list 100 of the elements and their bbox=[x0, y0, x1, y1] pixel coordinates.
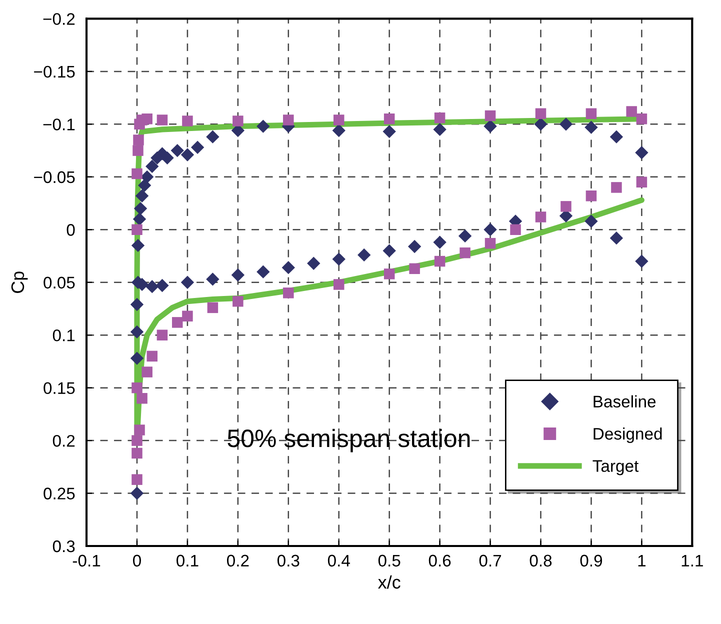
point bbox=[584, 120, 598, 134]
x-tick-label: 0.9 bbox=[580, 554, 602, 567]
x-tick-label: 0.1 bbox=[176, 554, 198, 567]
point bbox=[206, 130, 220, 144]
point bbox=[142, 366, 152, 378]
annotation: 50% semispan station bbox=[228, 428, 470, 452]
point bbox=[138, 178, 152, 192]
point bbox=[232, 296, 244, 307]
point bbox=[560, 201, 572, 212]
point bbox=[358, 248, 371, 262]
point bbox=[333, 114, 344, 126]
point bbox=[256, 120, 270, 133]
x-tick-label: 0.5 bbox=[378, 554, 400, 567]
point bbox=[134, 118, 145, 130]
point bbox=[133, 134, 144, 146]
x-tick-label: -0.1 bbox=[72, 554, 100, 567]
point bbox=[307, 256, 320, 270]
point bbox=[584, 214, 598, 228]
point bbox=[382, 244, 396, 258]
point bbox=[256, 265, 270, 278]
point bbox=[132, 145, 144, 156]
point bbox=[134, 424, 145, 436]
point bbox=[156, 278, 169, 292]
point bbox=[130, 486, 144, 500]
point bbox=[535, 108, 546, 120]
point bbox=[182, 310, 193, 322]
x-tick-label: 0.2 bbox=[227, 554, 249, 567]
point bbox=[460, 247, 470, 258]
point bbox=[132, 382, 142, 394]
x-tick-label: 0 bbox=[133, 554, 141, 567]
x-tick-label: 0.8 bbox=[530, 554, 552, 567]
point bbox=[134, 202, 148, 216]
point bbox=[146, 280, 159, 294]
point bbox=[384, 268, 395, 280]
legend-label: Target bbox=[592, 460, 639, 476]
point bbox=[382, 124, 396, 138]
y-tick-label: 0 bbox=[66, 224, 75, 236]
point bbox=[484, 110, 496, 122]
point bbox=[190, 140, 204, 154]
point bbox=[130, 352, 144, 365]
point bbox=[433, 122, 446, 136]
point bbox=[332, 252, 346, 266]
y-tick-label: 0.3 bbox=[52, 540, 75, 552]
point bbox=[409, 263, 420, 274]
point bbox=[207, 302, 218, 314]
point bbox=[610, 130, 624, 144]
y-tick-label: 0.25 bbox=[44, 488, 75, 500]
y-tick-label: 0.1 bbox=[52, 329, 75, 342]
x-tick-label: 1.1 bbox=[682, 554, 703, 566]
point bbox=[626, 106, 637, 117]
x-tick-label: 0.6 bbox=[428, 554, 451, 567]
point bbox=[510, 224, 521, 236]
point bbox=[636, 114, 648, 124]
point bbox=[156, 330, 168, 340]
point bbox=[282, 261, 295, 274]
legend-label: Designed bbox=[594, 427, 662, 444]
x-tick-label: 1 bbox=[638, 554, 646, 566]
point bbox=[434, 256, 446, 267]
point bbox=[610, 231, 624, 245]
y-tick-label: −0.05 bbox=[34, 171, 75, 184]
point bbox=[172, 317, 183, 328]
point bbox=[484, 223, 497, 236]
point bbox=[433, 236, 446, 249]
y-tick-label: −0.2 bbox=[43, 13, 75, 25]
point bbox=[434, 112, 446, 124]
y-axis-title: Cp bbox=[11, 272, 28, 293]
point bbox=[408, 240, 422, 254]
point bbox=[635, 254, 648, 268]
x-tick-label: 0.4 bbox=[328, 554, 350, 567]
point bbox=[283, 114, 294, 126]
x-axis-title: x/c bbox=[378, 575, 400, 589]
point bbox=[132, 448, 142, 459]
point bbox=[484, 238, 496, 249]
point bbox=[384, 114, 395, 124]
point bbox=[458, 229, 472, 243]
point bbox=[132, 474, 142, 485]
legend-label: Baseline bbox=[594, 395, 656, 408]
point bbox=[635, 146, 648, 160]
point bbox=[136, 392, 148, 404]
y-tick-label: 0.15 bbox=[44, 382, 75, 394]
point bbox=[132, 435, 142, 446]
point bbox=[559, 118, 573, 131]
y-tick-label: −0.15 bbox=[34, 66, 75, 78]
point bbox=[182, 116, 193, 126]
point bbox=[180, 148, 194, 162]
y-tick-label: −0.1 bbox=[43, 118, 75, 130]
point bbox=[283, 288, 294, 298]
y-tick-label: 0.2 bbox=[52, 434, 75, 447]
point bbox=[131, 238, 145, 252]
point bbox=[146, 160, 159, 173]
point bbox=[132, 224, 142, 236]
point bbox=[484, 120, 497, 133]
point bbox=[146, 350, 158, 362]
point bbox=[156, 114, 168, 126]
point bbox=[150, 151, 164, 165]
point bbox=[232, 116, 244, 126]
y-tick-label: 0.05 bbox=[44, 276, 75, 289]
point bbox=[535, 212, 546, 222]
point bbox=[332, 124, 346, 138]
point bbox=[130, 298, 144, 312]
